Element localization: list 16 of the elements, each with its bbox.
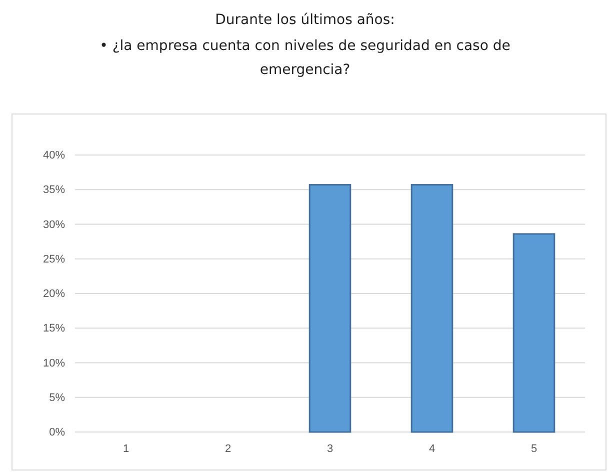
- y-tick-label: 15%: [42, 322, 66, 335]
- chart-subtitle: • ¿la empresa cuenta con niveles de seguridad en caso de emergencia?: [100, 38, 510, 78]
- x-tick-label: 2: [224, 442, 232, 455]
- y-tick-label: 40%: [42, 150, 66, 162]
- x-tick-label: 1: [122, 442, 130, 455]
- y-tick-label: 0%: [49, 426, 66, 439]
- x-tick-label: 4: [428, 442, 436, 455]
- y-tick-label: 10%: [42, 357, 66, 370]
- y-tick-label: 30%: [42, 218, 66, 231]
- y-tick-label: 35%: [42, 184, 66, 196]
- y-tick-label: 25%: [42, 253, 66, 266]
- y-tick-label: 20%: [42, 288, 66, 300]
- x-tick-label: 3: [326, 442, 334, 455]
- x-tick-label: 5: [530, 442, 538, 455]
- y-tick-label: 5%: [49, 392, 66, 404]
- chart-title: Durante los últimos años:: [215, 12, 395, 28]
